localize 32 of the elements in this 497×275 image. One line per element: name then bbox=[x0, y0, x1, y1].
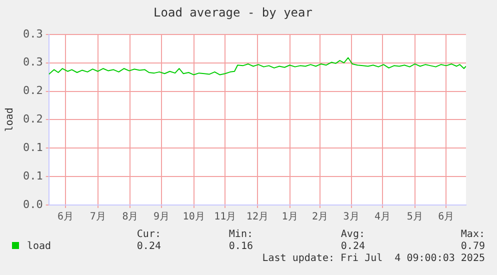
y-tick-label: 0.2 bbox=[22, 112, 43, 126]
text: 0.16 bbox=[228, 241, 253, 252]
x-tick-label: 8月 bbox=[122, 212, 138, 223]
text: Avg: bbox=[340, 229, 365, 240]
text: Min: bbox=[228, 229, 253, 240]
x-tick-label: 7月 bbox=[90, 212, 106, 223]
y-tick-label: 0.2 bbox=[22, 84, 43, 98]
x-tick-label: 6月 bbox=[438, 212, 454, 223]
x-tick-label: 2月 bbox=[312, 212, 328, 223]
legend-label: load bbox=[26, 241, 52, 252]
y-tick-label: 0.1 bbox=[22, 169, 43, 182]
chart-title: Load average - by year bbox=[154, 5, 312, 20]
y-axis-title: load bbox=[4, 108, 16, 132]
text: Max: bbox=[460, 229, 485, 240]
text: 0.24 bbox=[340, 241, 365, 252]
x-tick-label: 12月 bbox=[246, 212, 268, 223]
text: Last update: Fri Jul 4 09:00:03 2025 bbox=[262, 253, 485, 264]
y-tick-label: 0.0 bbox=[22, 198, 43, 211]
y-tick-label: 0.3 bbox=[22, 56, 43, 69]
text: 0.24 bbox=[136, 241, 161, 252]
x-tick-label: 3月 bbox=[343, 212, 360, 223]
text: 0.79 bbox=[460, 241, 485, 252]
x-tick-label: 1月 bbox=[282, 212, 298, 223]
x-tick-label: 9月 bbox=[153, 212, 170, 223]
x-tick-label: 11月 bbox=[214, 212, 236, 223]
y-tick-label: 0.3 bbox=[22, 27, 43, 40]
text: Cur: bbox=[136, 229, 161, 240]
x-tick-label: 6月 bbox=[58, 212, 74, 223]
x-tick-label: 10月 bbox=[182, 212, 205, 223]
x-tick-label: 4月 bbox=[374, 212, 391, 223]
x-tick-label: 5月 bbox=[406, 212, 423, 223]
y-tick-label: 0.1 bbox=[22, 140, 43, 154]
